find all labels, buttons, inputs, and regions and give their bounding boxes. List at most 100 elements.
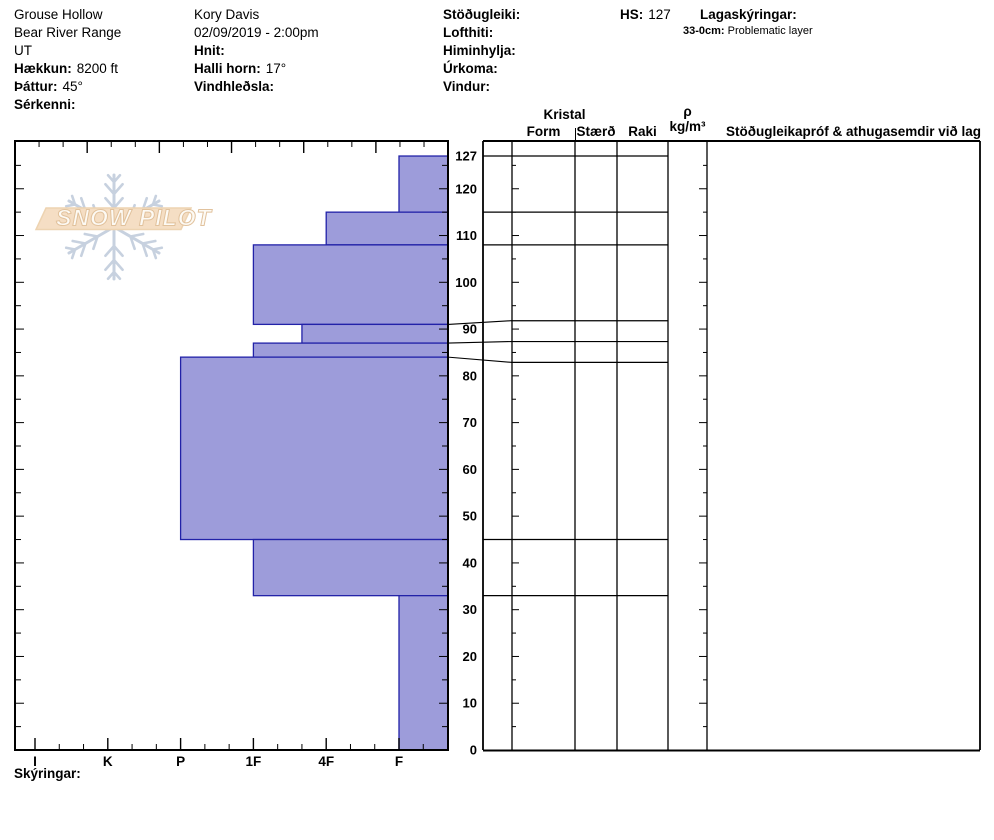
logo-band — [34, 207, 193, 231]
data-table-grid — [482, 128, 981, 752]
layer-bars — [179, 155, 449, 751]
snow-layer-bar — [398, 155, 449, 213]
footer-comments-label: Skýringar: — [14, 766, 81, 781]
characteristics-field: Sérkenni: — [14, 97, 76, 112]
snowflake-branch — [129, 235, 136, 251]
table-header-crystal: Kristal — [543, 107, 586, 122]
snowflake-branch — [141, 239, 157, 245]
snowflake-branch — [112, 270, 122, 281]
site-name: Grouse Hollow — [14, 7, 103, 22]
precipitation-field: Úrkoma: — [443, 61, 498, 76]
layer-boundary-lines — [447, 155, 668, 597]
depth-tick-label: 120 — [455, 181, 477, 196]
table-header-size: Stærð — [576, 124, 616, 139]
site-range: Bear River Range — [14, 25, 122, 40]
snowflake-branch — [64, 203, 77, 208]
layer-leader-line — [447, 356, 512, 363]
depth-tick-label: 20 — [463, 649, 477, 664]
snowflake-branch — [129, 232, 145, 238]
snow-layer-bar — [325, 211, 449, 246]
depth-tick-label: 80 — [463, 368, 477, 383]
logo-text: SNOW PILOT — [56, 205, 213, 231]
hardness-tick-label: 4F — [318, 754, 334, 769]
snowflake-branch — [141, 242, 149, 258]
snowflake-branch — [71, 239, 87, 245]
snowflake-branch — [151, 203, 164, 208]
depth-tick-label: 100 — [455, 275, 477, 290]
snowflake-branch — [151, 248, 158, 260]
snowflake-branch — [104, 196, 116, 210]
depth-tick-label: 127 — [455, 149, 477, 164]
snowflake-branch — [70, 194, 77, 206]
slope-angle-field: Halli horn: 17° — [194, 61, 287, 76]
observer-name: Kory Davis — [194, 7, 260, 22]
layer-leader-line — [447, 320, 512, 325]
snowflake-branch — [104, 244, 116, 258]
snow-layer-bar — [398, 595, 449, 751]
snowflake-branch — [79, 242, 87, 258]
snowflake-branch — [104, 258, 116, 272]
depth-tick-label: 40 — [463, 555, 477, 570]
snow-layer-bar — [252, 244, 449, 326]
snowflake-branch — [104, 182, 116, 196]
snowflake-branch — [112, 173, 122, 184]
snowflake-branch — [70, 248, 77, 260]
depth-tick-label: 30 — [463, 602, 477, 617]
hardness-tick-label: F — [395, 754, 403, 769]
chart-frame — [14, 140, 449, 751]
site-state: UT — [14, 43, 32, 58]
snowflake-branch — [106, 270, 116, 281]
depth-tick-label: 70 — [463, 415, 477, 430]
hardness-tick-label: K — [103, 754, 113, 769]
coordinates-field: Hnit: — [194, 43, 225, 58]
depth-tick-label: 10 — [463, 696, 477, 711]
wind-field: Vindur: — [443, 79, 490, 94]
layer-note-entry: 33-0cm: Problematic layer — [683, 25, 813, 37]
aspect-field: Þáttur: 45° — [14, 79, 83, 94]
snowpilot-logo: SNOW PILOT — [34, 173, 213, 281]
snow-layer-bar — [252, 342, 449, 358]
snow-height-field: HS: 127 — [620, 7, 671, 22]
snowflake-branch — [112, 258, 124, 272]
layer-notes-title: Lagaskýringar: — [700, 7, 797, 22]
table-header-density-unit: kg/m³ — [669, 119, 706, 134]
snowflake-branch — [112, 196, 124, 210]
sky-cover-field: Himinhylja: — [443, 43, 516, 58]
snowflake-branch — [64, 246, 77, 251]
snow-layer-bar — [301, 323, 449, 344]
hardness-tick-label: P — [176, 754, 185, 769]
hardness-axis-labels: I K P 1F 4F F — [33, 754, 403, 769]
snowflake-branch — [112, 182, 124, 196]
snow-layer-bar — [252, 538, 449, 597]
stability-field: Stöðugleiki: — [443, 7, 521, 22]
snowflake-branch — [151, 194, 158, 206]
elevation-field: Hækkun: 8200 ft — [14, 61, 119, 76]
depth-tick-label: 50 — [463, 509, 477, 524]
snowflake-branch — [112, 244, 124, 258]
header-observer-block: Kory Davis 02/09/2019 - 2:00pm Hnit: Hal… — [194, 6, 319, 96]
depth-tick-label: 0 — [470, 743, 477, 758]
observation-datetime: 02/09/2019 - 2:00pm — [194, 25, 319, 40]
depth-tick-label: 90 — [463, 322, 477, 337]
table-header-tests: Stöðugleikapróf & athugasemdir við lag — [725, 124, 981, 139]
hardness-tick-label: I — [33, 754, 37, 769]
header-conditions-block: Stöðugleiki: Lofthiti: Himinhylja: Úrkom… — [443, 6, 525, 96]
air-temp-field: Lofthiti: — [443, 25, 494, 40]
snow-layer-bar — [179, 356, 449, 541]
snowflake-branch — [92, 235, 99, 251]
snowflake-branch — [151, 246, 164, 251]
depth-tick-label: 110 — [456, 228, 477, 243]
snowflake-branch — [83, 232, 99, 238]
axis-ticks — [16, 142, 449, 749]
wind-loading-field: Vindhleðsla: — [194, 79, 275, 94]
table-header-form: Form — [526, 124, 561, 139]
snowflake-branch — [106, 173, 116, 184]
table-header-moisture: Raki — [628, 124, 657, 139]
depth-tick-label: 60 — [463, 462, 477, 477]
table-header-density-symbol: ρ — [683, 104, 692, 119]
hardness-tick-label: 1F — [246, 754, 262, 769]
header-location-block: Grouse Hollow Bear River Range UT Hækkun… — [14, 6, 121, 114]
